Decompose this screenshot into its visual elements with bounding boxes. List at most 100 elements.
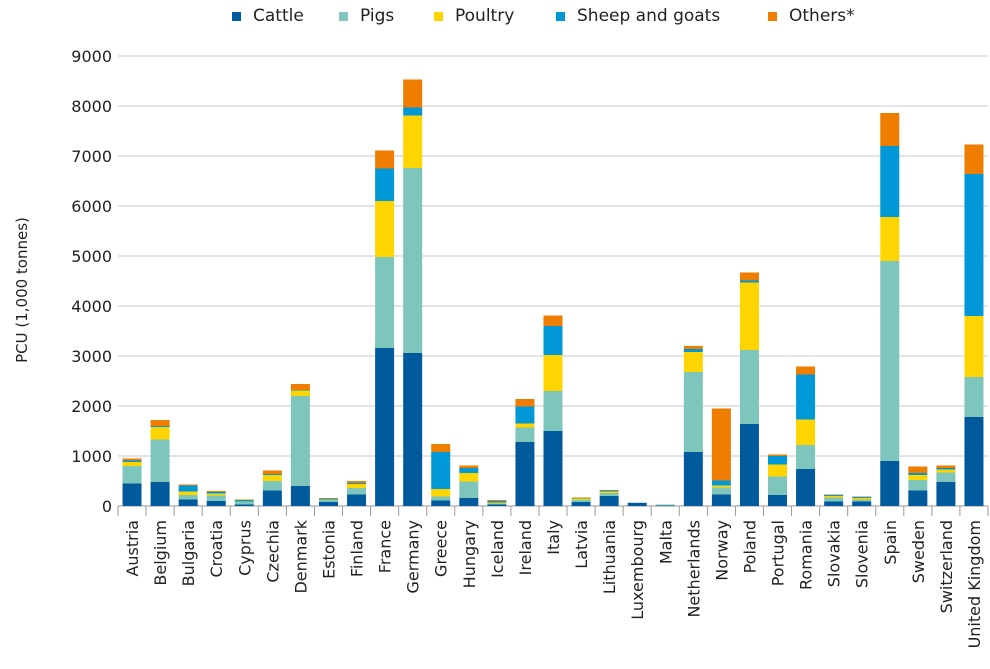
- bar-segment: [655, 505, 675, 506]
- x-tick-label: Switzerland: [937, 520, 956, 613]
- bar-segment: [375, 150, 395, 169]
- bar-segment: [964, 377, 984, 417]
- bar-segment: [964, 174, 984, 316]
- bar-segment: [627, 502, 647, 503]
- x-tick-label: Poland: [740, 520, 759, 573]
- bar-segment: [543, 315, 563, 326]
- bar-segment: [403, 353, 423, 506]
- bar-segment: [487, 504, 507, 506]
- bar-segment: [122, 466, 142, 484]
- bar-segment: [683, 346, 703, 349]
- bar-segment: [262, 481, 282, 491]
- bar-segment: [290, 384, 310, 390]
- bar-segment: [936, 465, 956, 468]
- bar-segment: [318, 502, 338, 506]
- bar-segment: [768, 456, 788, 465]
- bar-segment: [515, 423, 535, 428]
- bar-segment: [459, 498, 479, 506]
- x-tick-label: Lithuania: [600, 520, 619, 594]
- x-tick-label: Hungary: [460, 520, 479, 588]
- bar-segment: [150, 482, 170, 506]
- bar-segment: [824, 494, 844, 495]
- bar-segment: [318, 499, 338, 500]
- bar-segment: [964, 417, 984, 506]
- bar-segment: [880, 113, 900, 146]
- bar-segment: [711, 487, 731, 495]
- bar-segment: [178, 495, 198, 500]
- y-tick-label: 8000: [71, 97, 112, 116]
- bar-segment: [150, 427, 170, 440]
- x-tick-label: Denmark: [291, 519, 310, 593]
- legend-swatch: [339, 11, 348, 21]
- bar-segment: [739, 272, 759, 281]
- x-tick-label: Sweden: [909, 520, 928, 583]
- bar-segment: [908, 480, 928, 491]
- x-tick-label: Cyprus: [235, 520, 254, 576]
- bar-segment: [936, 469, 956, 473]
- bar-segment: [936, 472, 956, 482]
- legend-label: Cattle: [253, 6, 304, 26]
- bar-segment: [908, 475, 928, 480]
- bar-segment: [599, 493, 619, 496]
- bar-segment: [824, 496, 844, 498]
- bar-segment: [768, 476, 788, 495]
- bar-segment: [459, 468, 479, 473]
- bar-segment: [739, 282, 759, 350]
- legend-swatch: [434, 11, 443, 21]
- y-tick-label: 1000: [71, 447, 112, 466]
- bar-segment: [403, 115, 423, 168]
- bar-segment: [290, 486, 310, 506]
- bar-segment: [964, 316, 984, 377]
- bar-segment: [150, 439, 170, 482]
- x-tick-label: Slovakia: [825, 520, 844, 587]
- bar-segment: [711, 485, 731, 488]
- bar-segment: [768, 454, 788, 456]
- x-tick-label: Romania: [797, 520, 816, 590]
- bar-segment: [459, 481, 479, 498]
- bar-segment: [375, 257, 395, 348]
- bar-segment: [122, 462, 142, 466]
- x-tick-label: Luxembourg: [628, 520, 647, 620]
- bar-segment: [290, 390, 310, 396]
- bar-segment: [852, 496, 872, 497]
- bar-segment: [824, 501, 844, 506]
- bar-segment: [515, 427, 535, 442]
- bar-segment: [908, 490, 928, 506]
- bar-segment: [543, 391, 563, 431]
- x-tick-label: Ireland: [516, 520, 535, 575]
- bar-segment: [431, 452, 451, 489]
- bar-segment: [964, 144, 984, 174]
- bar-segment: [908, 466, 928, 473]
- x-tick-label: Latvia: [572, 520, 591, 569]
- bar-segment: [739, 350, 759, 424]
- bar-segment: [375, 201, 395, 257]
- x-tick-label: Spain: [881, 520, 900, 565]
- x-tick-label: Croatia: [207, 520, 226, 578]
- bar-segment: [683, 372, 703, 452]
- bar-segment: [880, 146, 900, 217]
- bar-segment: [880, 461, 900, 506]
- x-tick-label: Germany: [404, 520, 423, 594]
- bar-segment: [880, 217, 900, 261]
- legend-label: Others*: [789, 6, 855, 26]
- bar-segment: [543, 355, 563, 391]
- bar-segment: [487, 503, 507, 505]
- x-tick-label: Bulgaria: [179, 520, 198, 586]
- bar-segment: [459, 465, 479, 468]
- y-tick-label: 6000: [71, 197, 112, 216]
- bar-segment: [150, 420, 170, 426]
- bar-segment: [796, 419, 816, 445]
- bar-segment: [403, 107, 423, 116]
- legend-item: Cattle: [232, 6, 304, 26]
- bar-segment: [122, 460, 142, 462]
- legend-swatch: [232, 11, 241, 21]
- bar-segment: [571, 500, 591, 502]
- x-tick-label: Estonia: [319, 520, 338, 579]
- bar-segment: [262, 475, 282, 481]
- bar-segment: [347, 481, 367, 483]
- bar-segment: [431, 496, 451, 501]
- x-tick-label: Norway: [712, 520, 731, 581]
- legend-item: Others*: [768, 6, 855, 26]
